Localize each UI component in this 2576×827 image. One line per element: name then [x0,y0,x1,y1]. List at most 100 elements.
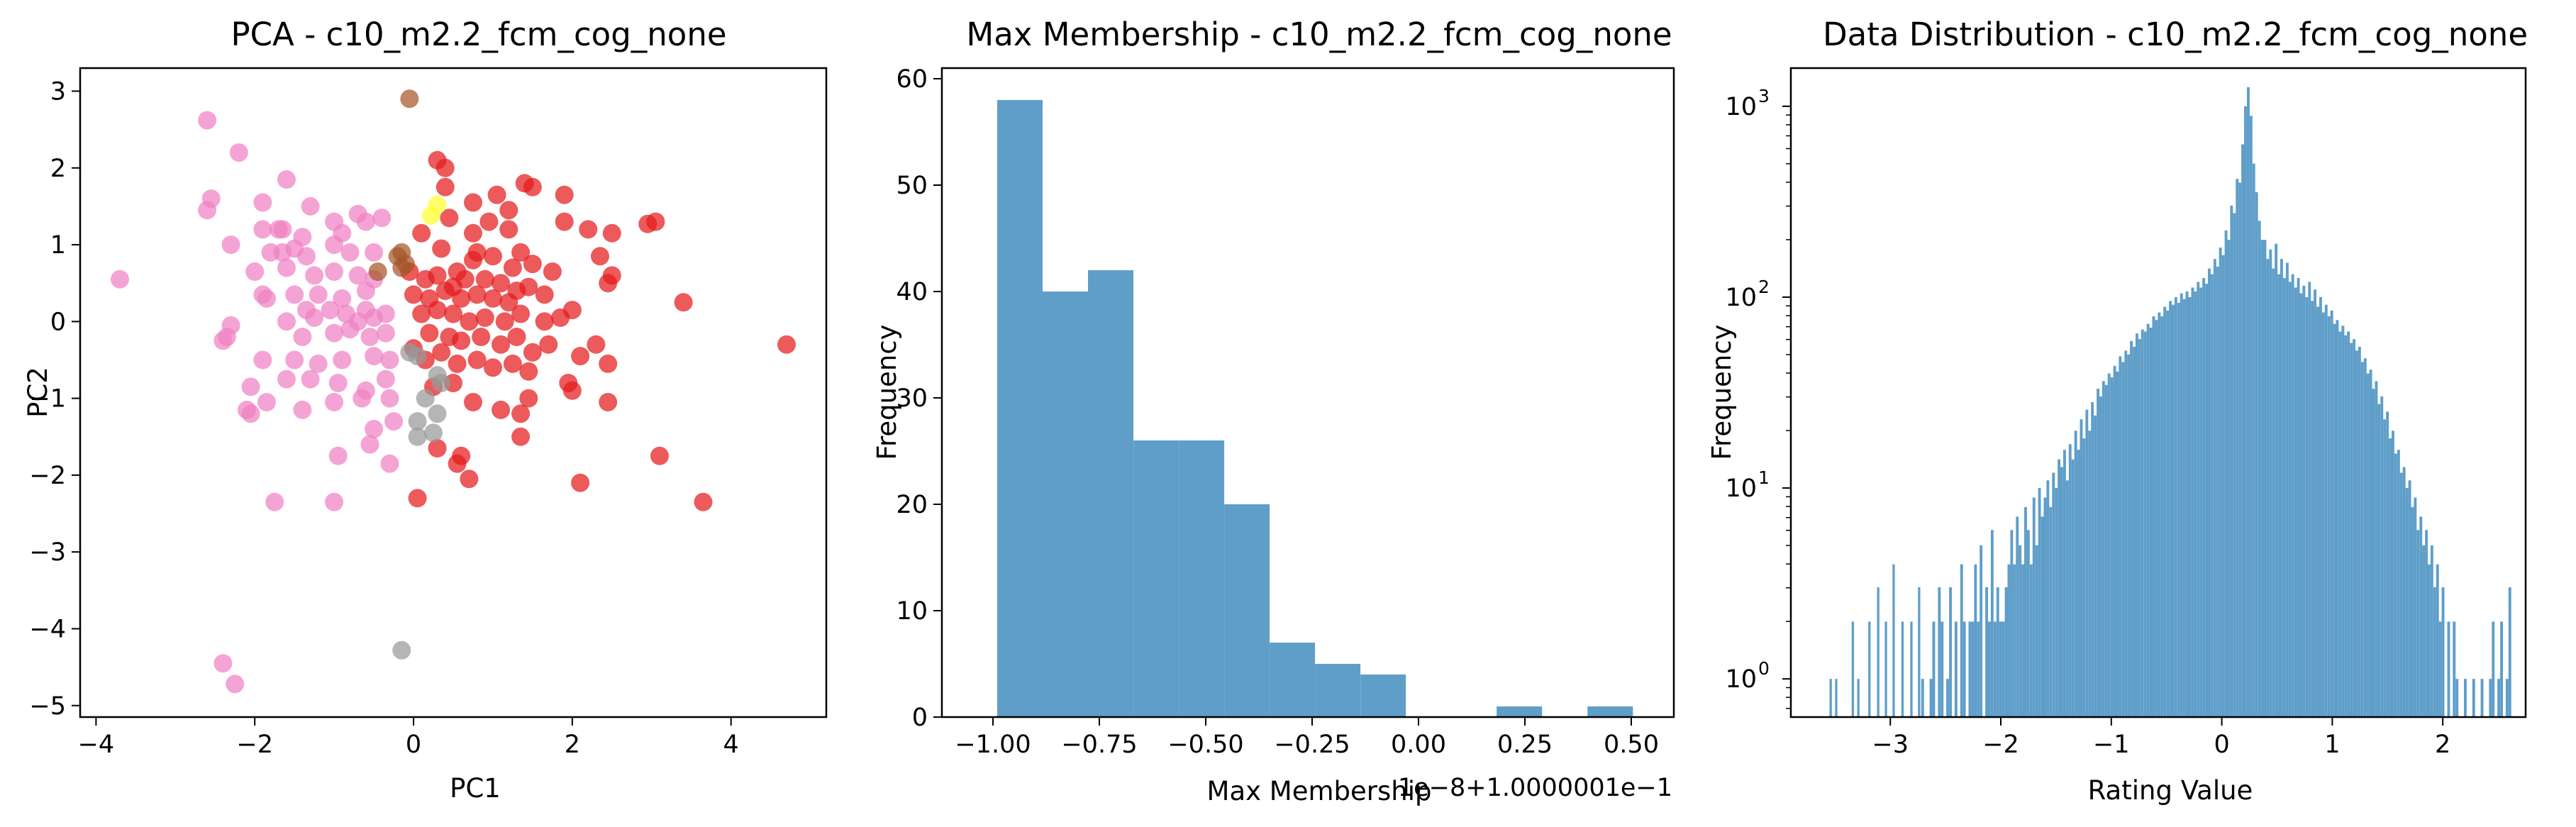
histogram-bar [2169,301,2172,717]
y-tick-label: −5 [29,692,66,721]
histogram-bar [2119,356,2122,717]
histogram-bar [2158,312,2161,717]
histogram-bar [2032,497,2036,717]
scatter-point [599,274,618,293]
y-tick-exponent: 1 [1758,467,1770,488]
histogram-bar [1497,706,1543,717]
pca-plot-frame [79,67,828,718]
scatter-point [380,454,399,473]
histogram-bar [2269,249,2272,717]
histogram-bar [2024,507,2027,717]
histogram-bar [2177,303,2180,717]
x-tick-label: 1 [2324,731,2340,759]
scatter-point [428,266,447,285]
histogram-bar [1901,621,1904,717]
scatter-point [519,389,538,408]
histogram-bar [2285,262,2289,717]
scatter-point [360,328,379,346]
scatter-point [452,446,471,465]
histogram-bar [2294,287,2297,717]
scatter-point [368,262,387,281]
histogram-bar [2408,480,2411,717]
histogram-bar [2016,516,2019,717]
histogram-bar [2330,310,2333,717]
scatter-point [365,419,384,438]
histogram-bar [2433,587,2436,717]
pca-ticks-layer: −4 −2 0 2 4 −5 −4 −3 −2 −1 0 1 2 3 [29,77,738,759]
scatter-point [511,427,531,446]
histogram-bar [2324,304,2328,717]
histogram-bar [2419,516,2423,717]
histogram-bar [2133,346,2136,717]
scatter-point [360,435,379,454]
scatter-point [273,220,292,239]
scatter-point [328,374,348,392]
histogram-bar [2094,415,2097,717]
scatter-point [499,293,518,312]
histogram-bar [2205,284,2208,718]
scatter-point [408,427,427,446]
scatter-point [475,270,494,289]
histogram-bar [2389,438,2392,717]
scatter-point [543,262,562,281]
histogram-bar [2505,679,2509,717]
scatter-point [523,343,542,362]
histogram-bar [2199,287,2203,717]
histogram-bar [2402,467,2406,717]
x-tick-label: −3 [1872,731,1909,759]
histogram-bar [2236,179,2239,718]
histogram-bar [2041,516,2044,717]
histogram-bar [997,100,1043,717]
histogram-bar [1954,621,1958,717]
histogram-bar [2026,530,2030,717]
histogram-bar [2185,291,2189,717]
scatter-point [277,312,296,331]
histogram-bar [1270,643,1316,717]
histogram-bar [2291,274,2294,718]
membership-hist-panel: Max Membership - c10_m2.2_fcm_cog_none −… [872,16,1675,806]
scatter-point [408,412,427,431]
y-tick-label: 60 [896,65,928,94]
scatter-point [301,370,320,389]
histogram-bar [2438,621,2442,717]
scatter-point [464,223,482,243]
scatter-point [376,323,395,343]
histogram-bar [2074,431,2077,717]
y-tick-label: 0 [50,308,66,336]
histogram-bar [2136,333,2138,718]
histogram-bar [2500,621,2503,717]
histogram-bar [2416,530,2420,717]
y-tick-exponent: 3 [1758,86,1770,106]
histogram-bar [1587,706,1633,717]
histogram-bar [2321,312,2325,717]
scatter-point [428,404,447,423]
histogram-bar [2464,679,2467,717]
scatter-point [325,262,344,281]
histogram-bar [1985,587,1988,717]
membership-title: Max Membership - c10_m2.2_fcm_cog_none [966,16,1672,53]
histogram-bar [2049,507,2053,717]
histogram-bar [2085,409,2089,717]
histogram-bar [2472,679,2475,717]
scatter-point [432,374,451,392]
y-tick-label: 20 [896,491,928,519]
histogram-bar [2411,507,2414,717]
histogram-bar [2194,291,2197,717]
histogram-bar [2394,453,2397,717]
histogram-bar [2399,472,2403,717]
histogram-bar [2327,316,2331,717]
histogram-bar [1877,587,1880,717]
scatter-point [435,177,455,196]
histogram-bar [2369,370,2372,717]
scatter-point [277,258,296,277]
scatter-point [432,239,451,258]
histogram-bar [2480,679,2484,717]
membership-plot-frame [940,67,1675,718]
membership-offset-text: 1e−8+1.0000001e−1 [1398,774,1672,802]
scatter-point [293,328,312,346]
histogram-bar [1968,621,1972,717]
x-tick-label: 0.25 [1497,731,1553,759]
histogram-bar [2188,296,2192,717]
x-tick-label: −1 [2093,731,2130,759]
histogram-bar [1829,679,1832,717]
